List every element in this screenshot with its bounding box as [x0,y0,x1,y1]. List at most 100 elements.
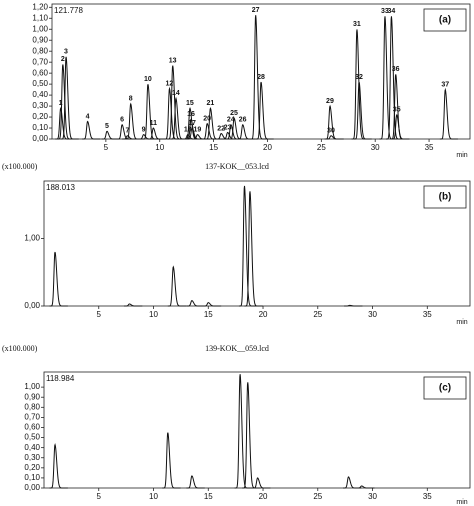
peak [353,81,372,140]
plot-frame [43,180,471,307]
y-multiplier: (x100.000) [2,344,38,353]
y-tick-label: 0,70 [24,413,40,422]
y-tick-label: 0,00 [32,134,48,143]
peak-label: 27 [252,7,260,14]
peak [101,130,120,140]
peak-label: 3 [64,49,68,56]
y-tick-label: 0,40 [24,443,40,452]
peak-label: 20 [203,115,211,122]
peak-label: 14 [172,90,180,97]
y-tick-label: 0,80 [32,46,48,55]
x-tick-label: 30 [371,143,380,152]
y-tick-label: 0,10 [24,473,40,482]
peak-label: 17 [188,120,196,127]
plot-frame [51,3,471,140]
x-tick-label: 10 [149,310,158,319]
peak [351,29,370,140]
y-multiplier: (x100.000) [2,162,38,171]
panel-label: (b) [439,192,452,203]
y-tick-label: 0,90 [24,392,40,401]
peak-label: 10 [144,76,152,83]
y-tick-label: 0,50 [32,79,48,88]
panel-label-box [423,376,467,400]
peak [186,300,205,307]
y-tick-label: 0,20 [24,463,40,472]
y-tick-label: 0,00 [24,301,40,310]
peak-label: 21 [206,100,214,107]
x-tick-label: 20 [259,492,268,501]
peak-label: 16 [187,111,195,118]
peak [49,251,68,307]
x-tick-label: 5 [97,492,102,501]
peak-label: 31 [353,21,361,28]
peak-label: 35 [393,107,401,114]
peak [186,475,205,489]
peak-label: 23 [224,124,232,131]
x-axis-label: min [456,319,467,326]
peak [234,374,253,489]
peak [162,432,181,489]
peak-label: 8 [129,96,133,103]
y-tick-label: 1,10 [32,13,48,22]
peak-label: 7 [125,128,129,135]
peak-label: 28 [257,74,265,81]
y-tick-label: 0,20 [32,112,48,121]
peak [60,56,79,140]
peak [379,16,398,140]
peak-label: 36 [392,66,400,73]
plot-frame [43,371,471,489]
x-tick-label: 30 [368,492,377,501]
y-tick-label: 0,60 [24,423,40,432]
y-tick-label: 0,60 [32,68,48,77]
x-tick-label: 25 [317,143,326,152]
peak-label: 4 [86,113,90,120]
peak [252,477,271,489]
peak-label: 15 [186,100,194,107]
peak [147,127,166,140]
x-tick-label: 35 [423,310,432,319]
x-tick-label: 35 [425,143,434,152]
peak-label: 18 [184,126,192,133]
peak [255,81,274,140]
scale-label: 121.778 [54,6,83,15]
peak-label: 25 [230,110,238,117]
y-tick-label: 0,10 [32,123,48,132]
peak [123,303,143,307]
peak-label: 30 [327,128,335,135]
x-tick-label: 25 [313,492,322,501]
y-tick-label: 1,20 [32,2,48,11]
x-tick-label: 10 [155,143,164,152]
x-tick-label: 15 [209,143,218,152]
peak [182,134,201,140]
peak [344,304,363,307]
scale-label: 118.984 [46,374,75,383]
panel-label: (a) [439,15,451,26]
peak [242,382,261,489]
x-axis-label: min [456,499,467,506]
x-tick-label: 35 [423,492,432,501]
peak-label: 34 [387,8,395,15]
x-tick-label: 5 [97,310,102,319]
chart-title: 139-KOK__059.lcd [205,344,269,353]
x-tick-label: 20 [259,310,268,319]
y-tick-label: 0,80 [24,402,40,411]
peak [390,74,409,140]
y-tick-label: 1,00 [32,24,48,33]
x-tick-label: 20 [263,143,272,152]
y-tick-label: 0,00 [24,483,40,492]
peak [204,107,224,140]
x-tick-label: 5 [104,143,109,152]
y-tick-label: 0,50 [24,433,40,442]
peak-label: 11 [150,120,158,127]
peak [228,117,247,140]
panel-label-box [423,185,467,209]
peak [82,120,101,140]
y-tick-label: 1,00 [24,382,40,391]
y-tick-label: 1,00 [24,234,40,243]
peak-label: 37 [441,81,449,88]
x-tick-label: 25 [313,310,322,319]
peak-label: 5 [105,123,109,130]
y-tick-label: 0,40 [32,90,48,99]
peak-label: 12 [166,80,174,87]
